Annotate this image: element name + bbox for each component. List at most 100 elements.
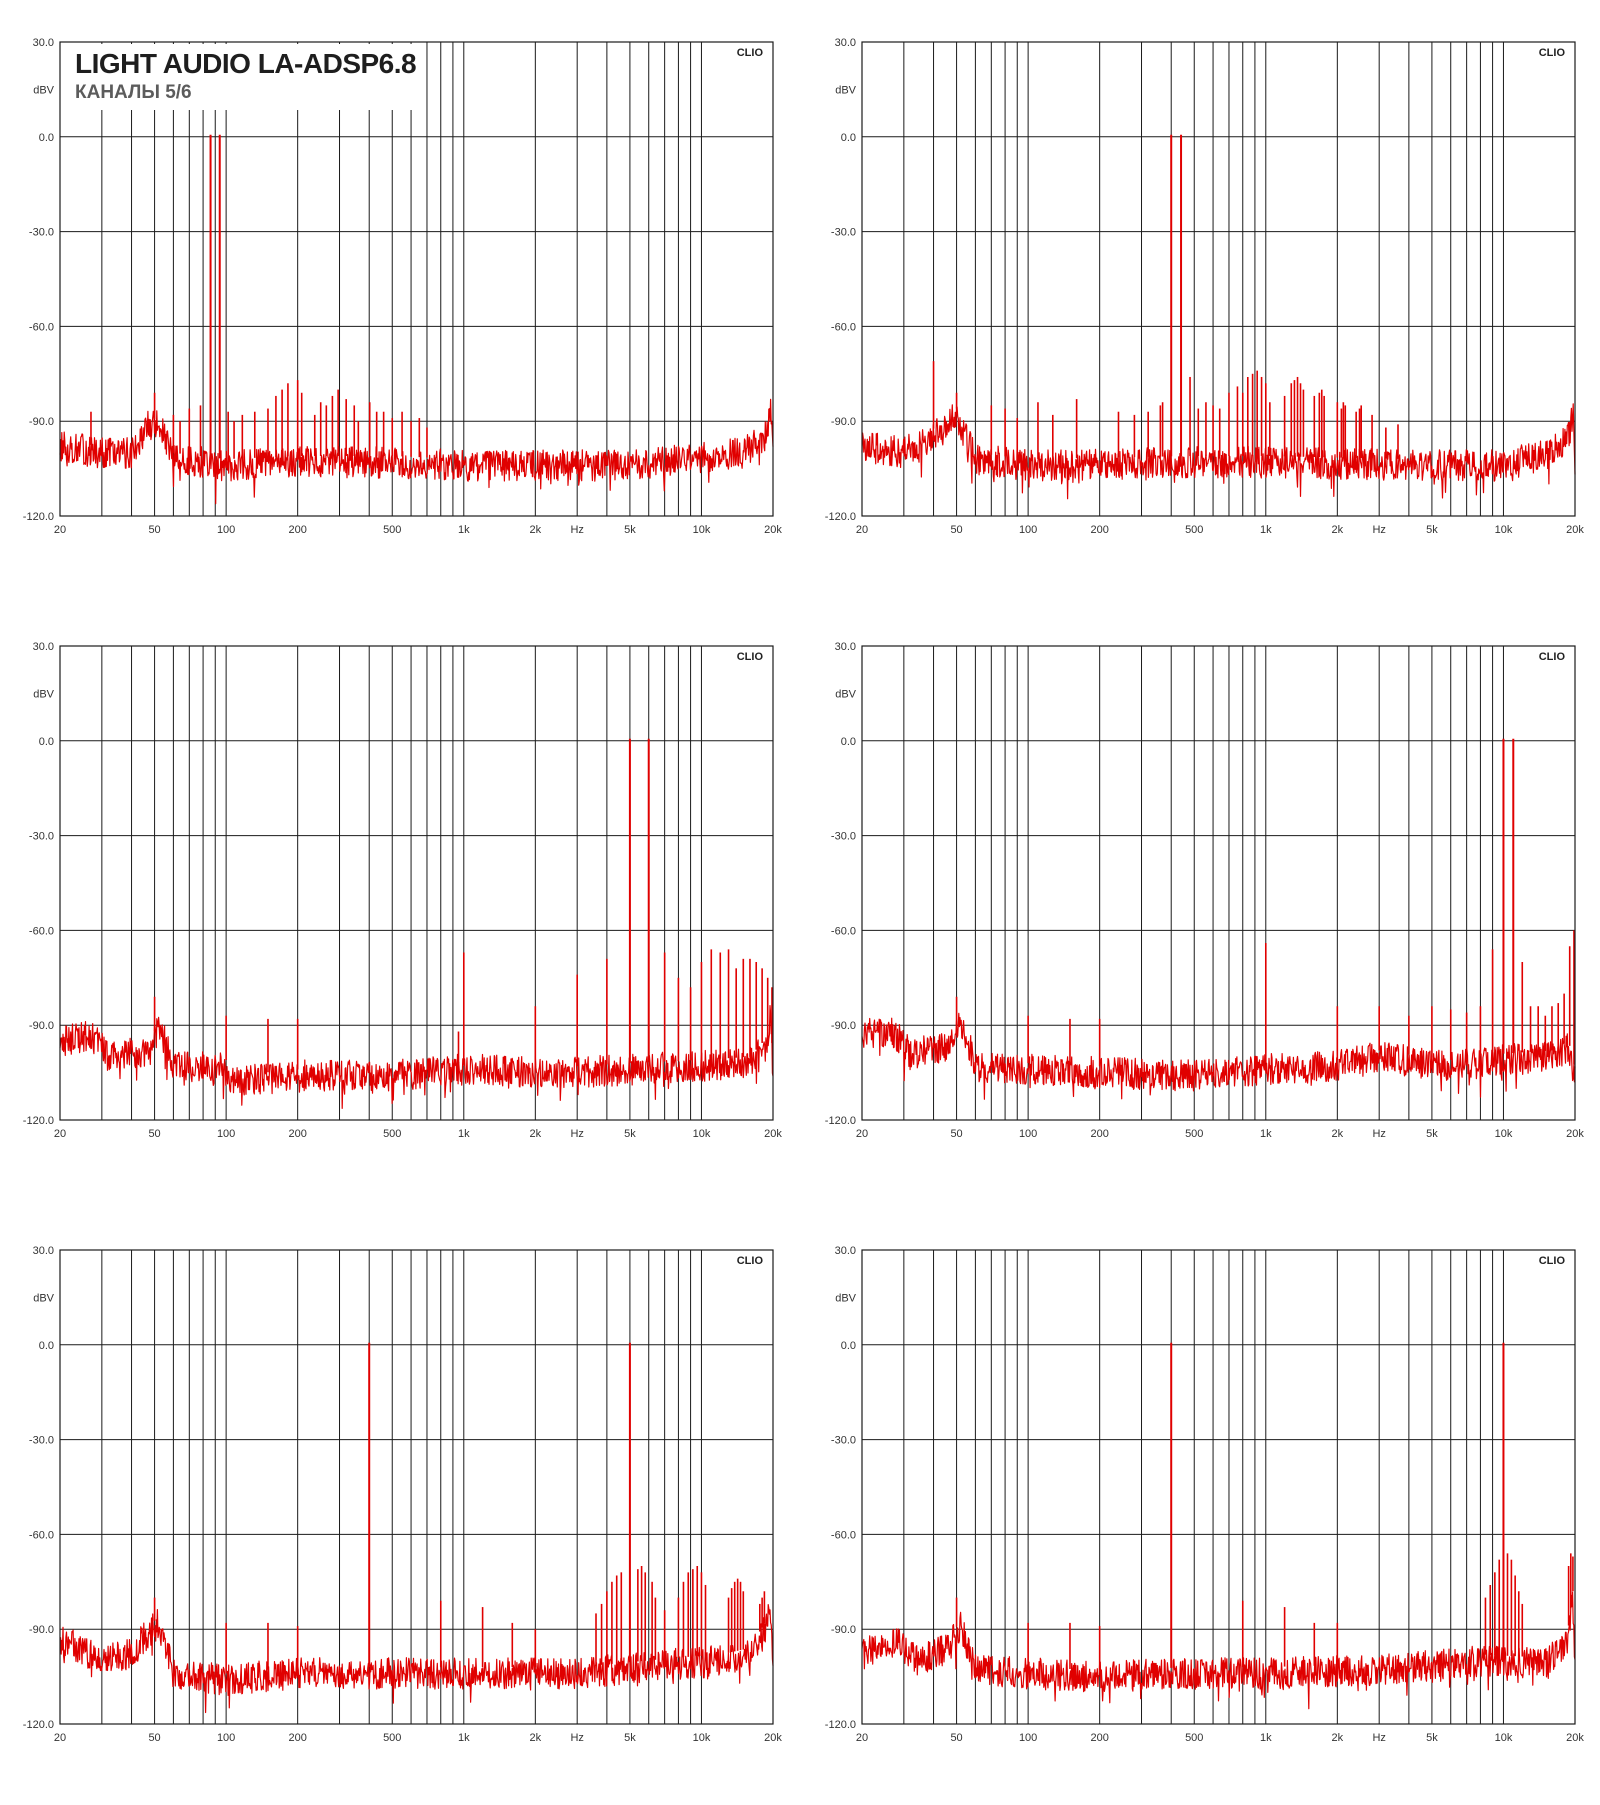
plot-area [60, 42, 773, 516]
y-tick-label: 30.0 [835, 641, 856, 653]
x-tick-label: 500 [1185, 1128, 1203, 1140]
noise-floor-trace [861, 1591, 1576, 1710]
y-tick-label: -90.0 [29, 416, 54, 428]
x-tick-label: 200 [288, 524, 306, 536]
x-tick-label: 100 [1019, 1128, 1037, 1140]
y-tick-label: -90.0 [29, 1020, 54, 1032]
noise-floor-trace [59, 398, 774, 505]
y-tick-label: 0.0 [841, 132, 856, 144]
x-tick-label: 200 [288, 1732, 306, 1744]
x-tick-label: 500 [1185, 1732, 1203, 1744]
y-tick-label: 30.0 [33, 1245, 54, 1257]
x-tick-label: 500 [1185, 524, 1203, 536]
plot-frame [861, 645, 1576, 1121]
spectrum-chart-5: 30.0 0.0 -30.0 -60.0 -90.0 -120.0 dBV 20 50 100 20… [23, 1245, 783, 1744]
clio-watermark: CLIO [737, 651, 764, 663]
y-tick-label: -120.0 [825, 1115, 856, 1127]
y-tick-label: -90.0 [831, 1020, 856, 1032]
x-tick-label: 5k [1426, 1128, 1438, 1140]
plot-area [862, 1250, 1575, 1724]
plot-area [862, 646, 1575, 1120]
y-tick-label: -60.0 [831, 1529, 856, 1541]
y-tick-label: 0.0 [39, 1340, 54, 1352]
y-tick-label: -90.0 [831, 416, 856, 428]
x-tick-label: 100 [217, 1128, 235, 1140]
x-tick-label: Hz [570, 1128, 583, 1140]
x-tick-label: 50 [148, 524, 160, 536]
x-tick-label: 20k [1566, 524, 1584, 536]
y-unit-label: dBV [835, 1292, 856, 1304]
x-tick-label: 1k [1260, 524, 1272, 536]
x-tick-label: 10k [693, 524, 711, 536]
y-tick-label: -120.0 [23, 511, 54, 523]
x-tick-label: 20k [1566, 1732, 1584, 1744]
x-tick-label: 100 [1019, 524, 1037, 536]
x-tick-label: 20 [856, 1732, 868, 1744]
x-tick-label: Hz [570, 524, 583, 536]
y-tick-label: 0.0 [841, 1340, 856, 1352]
x-tick-label: 50 [950, 524, 962, 536]
y-tick-label: 30.0 [33, 37, 54, 49]
x-tick-label: 20 [856, 524, 868, 536]
x-tick-label: 5k [624, 524, 636, 536]
spectrum-chart-3: 30.0 0.0 -30.0 -60.0 -90.0 -120.0 dBV 20 50 100 20… [23, 641, 783, 1140]
y-tick-label: -30.0 [29, 831, 54, 843]
y-unit-label: dBV [33, 84, 54, 96]
x-tick-label: 50 [148, 1732, 160, 1744]
plot-area [862, 42, 1575, 516]
spectrum-chart-4: 30.0 0.0 -30.0 -60.0 -90.0 -120.0 dBV 20 50 100 20… [825, 641, 1585, 1140]
figure-caption: LIGHT AUDIO LA-ADSP6.8 КАНАЛЫ 5/6 [67, 44, 427, 110]
y-tick-label: -120.0 [23, 1719, 54, 1731]
y-unit-label: dBV [33, 1292, 54, 1304]
y-tick-label: -60.0 [831, 925, 856, 937]
clio-watermark: CLIO [1539, 47, 1566, 59]
x-tick-label: 2k [530, 524, 542, 536]
y-tick-label: -120.0 [825, 1719, 856, 1731]
y-tick-label: 30.0 [835, 1245, 856, 1257]
y-tick-label: -60.0 [29, 1529, 54, 1541]
x-tick-label: 1k [458, 524, 470, 536]
x-tick-label: 500 [383, 1732, 401, 1744]
x-tick-label: 20 [54, 1732, 66, 1744]
x-tick-label: 2k [1332, 524, 1344, 536]
x-tick-label: 2k [530, 1128, 542, 1140]
clio-watermark: CLIO [1539, 1255, 1566, 1267]
x-tick-label: 100 [217, 1732, 235, 1744]
x-tick-label: 5k [624, 1128, 636, 1140]
plot-frame [59, 645, 774, 1121]
y-tick-label: -30.0 [29, 1435, 54, 1447]
y-tick-label: 0.0 [39, 736, 54, 748]
y-unit-label: dBV [835, 84, 856, 96]
spectrum-chart-6: 30.0 0.0 -30.0 -60.0 -90.0 -120.0 dBV 20 50 100 20… [825, 1245, 1585, 1744]
spectrum-chart-1: 30.0 0.0 -30.0 -60.0 -90.0 -120.0 dBV 20 50 100 20… [23, 37, 783, 536]
x-tick-label: 1k [458, 1732, 470, 1744]
x-tick-label: 20 [54, 524, 66, 536]
x-tick-label: 20 [54, 1128, 66, 1140]
plot-frame [59, 1249, 774, 1725]
x-tick-label: 10k [1495, 524, 1513, 536]
clio-watermark: CLIO [1539, 651, 1566, 663]
x-tick-label: 50 [950, 1128, 962, 1140]
x-tick-label: 20k [764, 1128, 782, 1140]
x-tick-label: 200 [1090, 1128, 1108, 1140]
y-tick-label: 0.0 [841, 736, 856, 748]
plot-frame [861, 41, 1576, 517]
y-tick-label: 30.0 [835, 37, 856, 49]
x-tick-label: 2k [1332, 1732, 1344, 1744]
spectrum-chart-2: 30.0 0.0 -30.0 -60.0 -90.0 -120.0 dBV 20 50 100 20… [825, 37, 1585, 536]
plot-area [60, 1250, 773, 1724]
x-tick-label: 2k [530, 1732, 542, 1744]
x-tick-label: 1k [1260, 1128, 1272, 1140]
x-tick-label: 1k [1260, 1732, 1272, 1744]
x-tick-label: 500 [383, 1128, 401, 1140]
x-tick-label: 5k [1426, 524, 1438, 536]
x-tick-label: 5k [1426, 1732, 1438, 1744]
clio-watermark: CLIO [737, 1255, 764, 1267]
x-tick-label: 10k [1495, 1128, 1513, 1140]
y-tick-label: 0.0 [39, 132, 54, 144]
clio-watermark: CLIO [737, 47, 764, 59]
x-tick-label: 10k [1495, 1732, 1513, 1744]
y-unit-label: dBV [33, 688, 54, 700]
y-tick-label: -120.0 [825, 511, 856, 523]
